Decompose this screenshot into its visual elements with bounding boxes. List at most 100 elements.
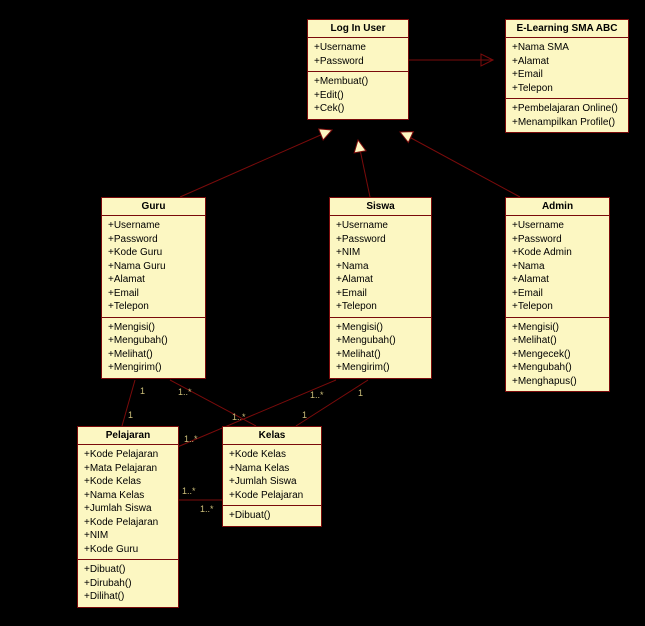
operation: +Pembelajaran Online(): [512, 102, 622, 116]
attribute: +Username: [512, 219, 603, 233]
diagram-canvas: 111..*1..*1..*1..*111..*1..* Log In User…: [0, 0, 645, 626]
class-attributes: +Nama SMA+Alamat+Email+Telepon: [506, 38, 628, 99]
attribute: +Nama Kelas: [229, 462, 315, 476]
class-admin: Admin+Username+Password+Kode Admin+Nama+…: [505, 197, 610, 392]
attribute: +Jumlah Siswa: [84, 502, 172, 516]
attribute: +Nama: [512, 260, 603, 274]
attribute: +Alamat: [512, 273, 603, 287]
class-title: Siswa: [330, 198, 431, 216]
operation: +Mengubah(): [108, 334, 199, 348]
attribute: +Kode Pelajaran: [84, 448, 172, 462]
attribute: +Kode Guru: [108, 246, 199, 260]
attribute: +NIM: [336, 246, 425, 260]
attribute: +Email: [512, 287, 603, 301]
class-attributes: +Kode Pelajaran+Mata Pelajaran+Kode Kela…: [78, 445, 178, 560]
operation: +Dibuat(): [229, 509, 315, 523]
svg-text:1..*: 1..*: [182, 486, 196, 496]
attribute: +Nama: [336, 260, 425, 274]
operation: +Edit(): [314, 89, 402, 103]
class-operations: +Mengisi()+Mengubah()+Melihat()+Mengirim…: [330, 318, 431, 378]
attribute: +Kode Pelajaran: [84, 516, 172, 530]
class-pelajaran: Pelajaran+Kode Pelajaran+Mata Pelajaran+…: [77, 426, 179, 608]
attribute: +Password: [336, 233, 425, 247]
svg-text:1..*: 1..*: [232, 412, 246, 422]
attribute: +Nama Guru: [108, 260, 199, 274]
class-login: Log In User+Username+Password+Membuat()+…: [307, 19, 409, 120]
attribute: +Mata Pelajaran: [84, 462, 172, 476]
svg-text:1..*: 1..*: [184, 434, 198, 444]
svg-text:1..*: 1..*: [310, 390, 324, 400]
operation: +Mengecek(): [512, 348, 603, 362]
attribute: +Telepon: [512, 300, 603, 314]
svg-text:1..*: 1..*: [200, 504, 214, 514]
attribute: +Telepon: [108, 300, 199, 314]
class-operations: +Mengisi()+Melihat()+Mengecek()+Mengubah…: [506, 318, 609, 392]
class-title: Pelajaran: [78, 427, 178, 445]
attribute: +Email: [336, 287, 425, 301]
class-title: E-Learning SMA ABC: [506, 20, 628, 38]
class-operations: +Membuat()+Edit()+Cek(): [308, 72, 408, 119]
attribute: +Alamat: [108, 273, 199, 287]
attribute: +Kode Admin: [512, 246, 603, 260]
operation: +Melihat(): [108, 348, 199, 362]
attribute: +Telepon: [512, 82, 622, 96]
class-operations: +Mengisi()+Mengubah()+Melihat()+Mengirim…: [102, 318, 205, 378]
operation: +Mengisi(): [512, 321, 603, 335]
class-operations: +Pembelajaran Online()+Menampilkan Profi…: [506, 99, 628, 132]
class-title: Kelas: [223, 427, 321, 445]
operation: +Melihat(): [336, 348, 425, 362]
attribute: +Password: [512, 233, 603, 247]
svg-text:1..*: 1..*: [178, 387, 192, 397]
class-attributes: +Username+Password: [308, 38, 408, 72]
attribute: +Username: [314, 41, 402, 55]
operation: +Melihat(): [512, 334, 603, 348]
operation: +Cek(): [314, 102, 402, 116]
svg-text:1: 1: [358, 388, 363, 398]
operation: +Dilihat(): [84, 590, 172, 604]
attribute: +Nama SMA: [512, 41, 622, 55]
attribute: +Kode Kelas: [229, 448, 315, 462]
attribute: +Kode Kelas: [84, 475, 172, 489]
attribute: +Jumlah Siswa: [229, 475, 315, 489]
operation: +Membuat(): [314, 75, 402, 89]
operation: +Dibuat(): [84, 563, 172, 577]
operation: +Mengirim(): [336, 361, 425, 375]
operation: +Mengirim(): [108, 361, 199, 375]
class-siswa: Siswa+Username+Password+NIM+Nama+Alamat+…: [329, 197, 432, 379]
operation: +Mengubah(): [336, 334, 425, 348]
class-operations: +Dibuat(): [223, 506, 321, 526]
class-title: Log In User: [308, 20, 408, 38]
svg-text:1: 1: [302, 410, 307, 420]
attribute: +Username: [108, 219, 199, 233]
class-elearning: E-Learning SMA ABC+Nama SMA+Alamat+Email…: [505, 19, 629, 133]
attribute: +NIM: [84, 529, 172, 543]
class-attributes: +Username+Password+Kode Admin+Nama+Alama…: [506, 216, 609, 318]
operation: +Menampilkan Profile(): [512, 116, 622, 130]
operation: +Mengisi(): [336, 321, 425, 335]
attribute: +Kode Pelajaran: [229, 489, 315, 503]
attribute: +Nama Kelas: [84, 489, 172, 503]
attribute: +Alamat: [512, 55, 622, 69]
svg-text:1: 1: [128, 410, 133, 420]
attribute: +Username: [336, 219, 425, 233]
operation: +Menghapus(): [512, 375, 603, 389]
operation: +Mengubah(): [512, 361, 603, 375]
attribute: +Alamat: [336, 273, 425, 287]
class-title: Admin: [506, 198, 609, 216]
operation: +Dirubah(): [84, 577, 172, 591]
attribute: +Password: [314, 55, 402, 69]
class-attributes: +Kode Kelas+Nama Kelas+Jumlah Siswa+Kode…: [223, 445, 321, 506]
attribute: +Email: [108, 287, 199, 301]
attribute: +Kode Guru: [84, 543, 172, 557]
class-guru: Guru+Username+Password+Kode Guru+Nama Gu…: [101, 197, 206, 379]
class-title: Guru: [102, 198, 205, 216]
svg-text:1: 1: [140, 386, 145, 396]
class-kelas: Kelas+Kode Kelas+Nama Kelas+Jumlah Siswa…: [222, 426, 322, 527]
class-operations: +Dibuat()+Dirubah()+Dilihat(): [78, 560, 178, 607]
attribute: +Password: [108, 233, 199, 247]
class-attributes: +Username+Password+Kode Guru+Nama Guru+A…: [102, 216, 205, 318]
attribute: +Email: [512, 68, 622, 82]
operation: +Mengisi(): [108, 321, 199, 335]
class-attributes: +Username+Password+NIM+Nama+Alamat+Email…: [330, 216, 431, 318]
attribute: +Telepon: [336, 300, 425, 314]
